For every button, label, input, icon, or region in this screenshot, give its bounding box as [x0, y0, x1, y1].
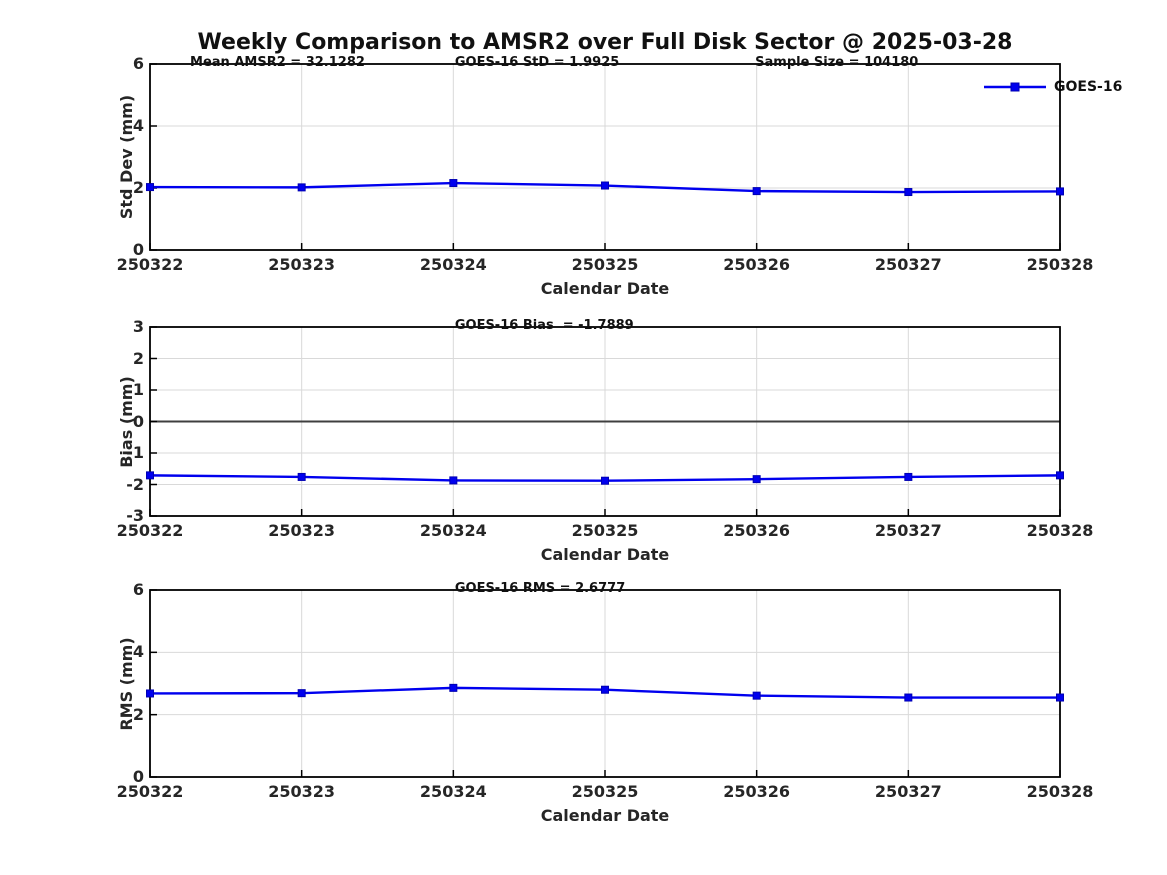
- stddev-ytick-label: 4: [132, 116, 144, 135]
- data-point-marker: [752, 475, 761, 484]
- stddev-annotation: Sample Size = 104180: [755, 55, 919, 70]
- stddev-xtick-label: 250325: [571, 255, 639, 274]
- data-point-marker: [1056, 187, 1064, 196]
- stddev-xtick-label: 250324: [419, 255, 487, 274]
- rms-xlabel: Calendar Date: [540, 806, 670, 825]
- data-point-marker: [146, 471, 154, 480]
- rms-plot-area: [146, 589, 1064, 778]
- stddev-xtick-label: 250326: [723, 255, 791, 274]
- data-line: [149, 474, 1061, 482]
- stddev-annotation: Mean AMSR2 = 32.1282: [190, 55, 365, 70]
- rms-xtick-label: 250328: [1026, 782, 1094, 801]
- bias-plot-area: [146, 326, 1064, 517]
- rms-ytick-label: 0: [132, 767, 144, 786]
- data-point-marker: [752, 691, 761, 700]
- data-point-marker: [1056, 471, 1064, 480]
- stddev-xtick-label: 250323: [268, 255, 336, 274]
- figure-title: Weekly Comparison to AMSR2 over Full Dis…: [197, 30, 1013, 55]
- legend-line-icon: [984, 82, 1046, 92]
- bias-ylabel: Bias (mm): [117, 375, 136, 468]
- rms-xtick-label: 250327: [874, 782, 942, 801]
- bias-ytick-label: -1: [126, 443, 144, 462]
- data-point-marker: [601, 476, 609, 485]
- plot-frame: [149, 326, 1061, 517]
- data-line: [149, 686, 1060, 699]
- bias-annotation: GOES-16 Bias = -1.7889: [454, 318, 634, 333]
- data-point-marker: [297, 472, 306, 481]
- stddev-ytick-label: 6: [132, 54, 144, 73]
- rms-annotation: GOES-16 RMS = 2.6777: [454, 581, 626, 596]
- rms-ylabel: RMS (mm): [117, 636, 136, 731]
- data-point-marker: [904, 188, 913, 197]
- rms-xtick-label: 250326: [723, 782, 791, 801]
- data-point-marker: [297, 183, 306, 192]
- bias-ytick-label: 0: [132, 411, 144, 431]
- stddev-xtick-label: 250328: [1026, 255, 1094, 274]
- bias-xtick-label: 250325: [571, 521, 639, 540]
- rms-xtick-label: 250325: [571, 782, 639, 801]
- stddev-xtick-label: 250322: [116, 255, 184, 274]
- data-point-marker: [601, 181, 609, 190]
- bias-ytick-label: -2: [126, 474, 144, 494]
- stddev-xtick-label: 250327: [874, 255, 942, 274]
- legend-label: GOES-16: [1054, 79, 1123, 95]
- rms-xtick-label: 250322: [116, 782, 184, 801]
- rms-xtick-label: 250324: [419, 782, 487, 801]
- data-point-marker: [146, 183, 154, 192]
- data-point-marker: [146, 689, 154, 698]
- rms-ytick-label: 2: [132, 704, 144, 724]
- bias-xtick-label: 250327: [874, 521, 942, 540]
- bias-xtick-label: 250323: [268, 521, 336, 540]
- stddev-annotation: GOES-16 StD = 1.9925: [454, 55, 620, 70]
- stddev-xlabel: Calendar Date: [540, 279, 670, 298]
- stddev-ylabel: Std Dev (mm): [117, 94, 136, 220]
- rms-ytick-label: 4: [132, 642, 144, 662]
- bias-ytick-label: 3: [132, 317, 144, 336]
- bias-xtick-label: 250326: [723, 521, 791, 540]
- stddev-ytick-label: 2: [132, 178, 144, 197]
- data-line: [149, 181, 1061, 194]
- data-point-marker: [752, 187, 761, 196]
- data-point-marker: [449, 683, 458, 692]
- bias-xtick-label: 250322: [116, 521, 184, 540]
- legend: GOES-16: [983, 79, 1122, 95]
- bias-ytick-label: 2: [132, 348, 144, 368]
- data-point-marker: [449, 179, 458, 188]
- data-point-marker: [904, 472, 913, 481]
- data-point-marker: [904, 693, 913, 702]
- bias-ytick-label: -3: [126, 506, 144, 525]
- bias-xtick-label: 250328: [1026, 521, 1094, 540]
- data-point-marker: [601, 685, 609, 694]
- data-point-marker: [297, 689, 306, 698]
- bias-xlabel: Calendar Date: [540, 545, 670, 564]
- data-point-marker: [449, 476, 458, 485]
- plot-frame: [149, 589, 1061, 778]
- bias-ytick-label: 1: [132, 380, 144, 399]
- stddev-plot-area: [146, 63, 1064, 251]
- plot-frame: [149, 63, 1061, 251]
- stddev-ytick-label: 0: [132, 240, 144, 259]
- rms-ytick-label: 6: [132, 580, 144, 599]
- data-point-marker: [1056, 693, 1064, 702]
- bias-xtick-label: 250324: [419, 521, 487, 540]
- rms-xtick-label: 250323: [268, 782, 336, 801]
